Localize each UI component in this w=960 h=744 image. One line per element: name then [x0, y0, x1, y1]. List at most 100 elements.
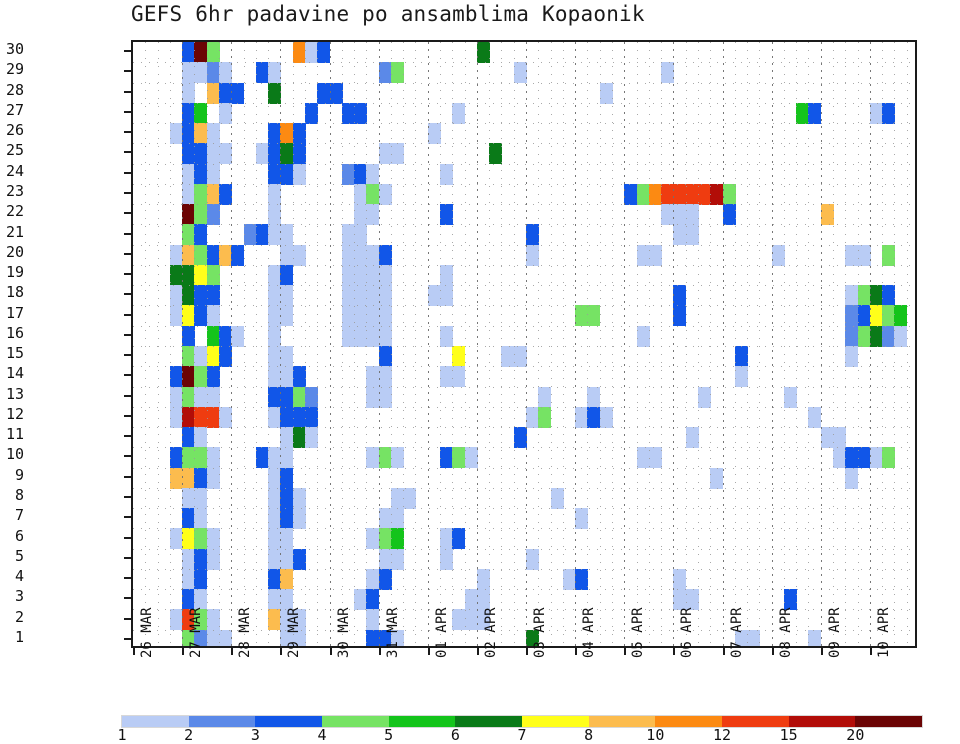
heatmap-cell	[292, 427, 306, 449]
heatmap-cell	[673, 285, 687, 307]
heatmap-cell	[182, 305, 196, 327]
heatmap-cell	[194, 447, 208, 469]
heatmap-cell	[280, 143, 294, 165]
heatmap-cell	[882, 447, 896, 469]
heatmap-cell	[366, 589, 380, 611]
heatmap-cell	[194, 467, 208, 489]
x-axis-tick-mark	[870, 648, 872, 655]
heatmap-cell	[747, 629, 761, 646]
colorbar-tick-label: 15	[779, 726, 798, 744]
heatmap-cell	[280, 244, 294, 266]
heatmap-cell	[231, 325, 245, 347]
heatmap-cell	[366, 244, 380, 266]
heatmap-cell	[182, 487, 196, 509]
heatmap-cell	[808, 406, 822, 428]
heatmap-cell	[182, 244, 196, 266]
y-axis-tick-label: 17	[5, 303, 24, 322]
y-axis-tick-label: 5	[14, 546, 24, 565]
y-axis-tick-mark	[124, 334, 131, 336]
heatmap-cell	[292, 143, 306, 165]
colorbar-tick-label: 8	[584, 726, 594, 744]
heatmap-cell	[378, 143, 392, 165]
colorbar-swatch	[455, 716, 522, 727]
heatmap-cell	[857, 305, 871, 327]
heatmap-cell	[182, 609, 196, 631]
y-axis-tick-label: 19	[5, 263, 24, 282]
y-axis-tick-mark	[124, 131, 131, 133]
heatmap-cell	[194, 346, 208, 367]
heatmap-cell	[575, 568, 589, 590]
heatmap-cell	[685, 589, 699, 611]
x-axis-tick-mark	[231, 648, 233, 655]
heatmap-cell	[268, 285, 282, 307]
heatmap-cell	[292, 406, 306, 428]
heatmap-cell	[194, 183, 208, 205]
y-axis-tick-label: 24	[5, 161, 24, 180]
heatmap-cell	[182, 42, 196, 63]
heatmap-cell	[845, 305, 859, 327]
heatmap-cell	[292, 508, 306, 530]
heatmap-cell	[354, 285, 368, 307]
x-axis-tick-mark	[182, 648, 184, 655]
x-axis-tick-mark	[330, 648, 332, 655]
heatmap-cell	[661, 204, 675, 226]
heatmap-cell	[206, 305, 220, 327]
heatmap-cell	[661, 62, 675, 84]
heatmap-cell	[268, 589, 282, 611]
heatmap-cell	[182, 467, 196, 489]
colorbar-tick-label: 6	[450, 726, 460, 744]
y-axis-tick-mark	[124, 192, 131, 194]
heatmap-cell	[304, 42, 318, 63]
heatmap-cell	[427, 123, 441, 145]
heatmap-cell	[452, 528, 466, 550]
y-axis-tick-label: 23	[5, 182, 24, 200]
heatmap-cell	[697, 183, 711, 205]
heatmap-cell	[390, 143, 404, 165]
heatmap-cell	[341, 305, 355, 327]
colorbar-tick-label: 12	[712, 726, 732, 744]
x-axis-tick-mark	[624, 648, 626, 655]
y-axis-tick-label: 11	[5, 425, 24, 444]
heatmap-cell	[636, 325, 650, 347]
colorbar-tick-label: 20	[846, 726, 865, 744]
heatmap-cell	[697, 386, 711, 408]
heatmap-cell	[280, 589, 294, 611]
heatmap-cell	[218, 346, 232, 367]
y-axis-tick-label: 12	[5, 404, 24, 423]
heatmap-cell	[378, 346, 392, 367]
heatmap-cell	[182, 285, 196, 307]
colorbar-swatch	[721, 716, 789, 727]
heatmap-cell	[268, 548, 282, 570]
heatmap-cell	[268, 62, 282, 84]
heatmap-cell	[341, 264, 355, 286]
heatmap-cell	[894, 305, 908, 327]
heatmap-cell	[882, 305, 896, 327]
heatmap-cell	[182, 183, 196, 205]
y-axis-tick-label: 28	[5, 80, 24, 99]
heatmap-cell	[268, 224, 282, 246]
heatmap-cell	[734, 629, 748, 646]
heatmap-cell	[292, 244, 306, 266]
heatmap-cell	[182, 629, 196, 646]
heatmap-cell	[268, 406, 282, 428]
x-axis-tick-label: 04 APR	[581, 607, 598, 658]
heatmap-cell	[206, 386, 220, 408]
heatmap-cell	[857, 447, 871, 469]
heatmap-cell	[206, 123, 220, 145]
heatmap-cell	[268, 143, 282, 165]
heatmap-cell	[378, 629, 392, 646]
heatmap-cell	[292, 366, 306, 388]
heatmap-cell	[526, 629, 539, 646]
x-axis-tick-label: 28 MAR	[237, 607, 254, 658]
heatmap-cell	[562, 568, 576, 590]
y-axis-tick-label: 25	[5, 141, 24, 160]
heatmap-cell	[538, 406, 552, 428]
heatmap-cell	[255, 224, 269, 246]
heatmap-cell	[648, 447, 662, 469]
heatmap-cell	[464, 447, 478, 469]
heatmap-cell	[452, 366, 466, 388]
heatmap-cell	[169, 467, 183, 489]
heatmap-cell	[808, 102, 822, 124]
x-axis-tick-mark	[280, 648, 282, 655]
heatmap-cell	[378, 508, 392, 530]
